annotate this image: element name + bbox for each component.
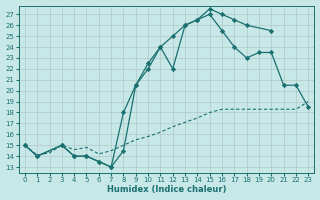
X-axis label: Humidex (Indice chaleur): Humidex (Indice chaleur) [107, 185, 226, 194]
